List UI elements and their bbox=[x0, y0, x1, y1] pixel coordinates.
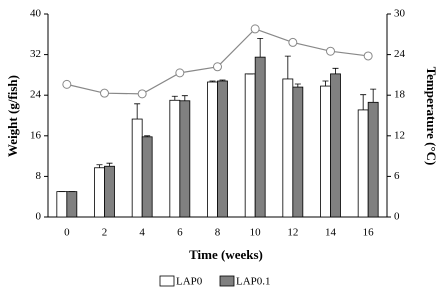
error-bar bbox=[209, 80, 216, 83]
bar bbox=[56, 191, 68, 218]
line-marker bbox=[137, 89, 147, 99]
x-axis-label: Time (weeks) bbox=[189, 247, 263, 262]
bar bbox=[179, 100, 191, 218]
y-tick-label: 0 bbox=[36, 211, 42, 223]
y2-tick-label: 12 bbox=[394, 129, 405, 141]
y-tick-label: 24 bbox=[30, 89, 42, 101]
bar bbox=[357, 109, 369, 218]
y-tick-label: 8 bbox=[36, 170, 42, 182]
y-tick-label: 40 bbox=[30, 8, 42, 20]
x-tick-label: 4 bbox=[139, 227, 145, 239]
x-tick-label: 16 bbox=[363, 227, 375, 239]
line-marker bbox=[100, 88, 109, 98]
bar bbox=[169, 99, 181, 218]
x-tick-label: 0 bbox=[64, 227, 70, 239]
error-bar bbox=[370, 88, 377, 103]
bar bbox=[66, 191, 78, 218]
legend-label: LAP0 bbox=[176, 276, 203, 288]
error-bar bbox=[144, 135, 151, 137]
line-marker bbox=[62, 79, 72, 89]
y2-axis-label: Temperature (°C) bbox=[424, 67, 439, 166]
error-bar bbox=[284, 55, 291, 79]
error-bar bbox=[257, 37, 264, 58]
bar bbox=[330, 73, 341, 218]
x-tick-label: 10 bbox=[250, 227, 262, 239]
bar bbox=[320, 85, 331, 218]
error-bar bbox=[134, 103, 141, 120]
bar bbox=[292, 86, 304, 218]
line-marker bbox=[363, 51, 373, 61]
legend-swatch bbox=[219, 275, 235, 287]
y2-tick-label: 6 bbox=[394, 170, 400, 182]
error-bar bbox=[322, 80, 329, 87]
bar bbox=[244, 73, 256, 218]
bar bbox=[217, 80, 228, 218]
legend-swatch bbox=[159, 275, 175, 287]
y2-tick-label: 0 bbox=[394, 211, 400, 223]
error-bar bbox=[360, 94, 367, 110]
y-axis-label: Weight (g/fish) bbox=[5, 75, 20, 157]
y2-tick-label: 30 bbox=[394, 8, 406, 20]
line-marker bbox=[250, 24, 260, 34]
legend-label: LAP0.1 bbox=[236, 276, 271, 288]
y-tick-label: 32 bbox=[30, 48, 41, 60]
bar bbox=[131, 118, 143, 218]
error-bar bbox=[219, 79, 226, 81]
line-marker bbox=[213, 62, 222, 72]
x-tick-label: 8 bbox=[215, 227, 221, 239]
error-bar bbox=[96, 164, 103, 168]
error-bar bbox=[181, 95, 188, 101]
error-bar bbox=[106, 162, 113, 167]
bar bbox=[367, 101, 379, 218]
y-tick-label: 16 bbox=[30, 129, 42, 141]
line-marker bbox=[175, 68, 185, 78]
bar bbox=[104, 165, 115, 218]
y2-tick-label: 24 bbox=[394, 48, 406, 60]
bar bbox=[282, 78, 294, 218]
bar bbox=[207, 81, 218, 218]
error-bar bbox=[332, 67, 339, 74]
line-marker bbox=[326, 46, 335, 56]
x-tick-label: 2 bbox=[102, 227, 108, 239]
bar bbox=[254, 56, 266, 218]
error-bar bbox=[171, 95, 178, 101]
x-tick-label: 6 bbox=[177, 227, 183, 239]
bar bbox=[141, 136, 153, 218]
x-tick-label: 12 bbox=[287, 227, 298, 239]
y2-tick-label: 18 bbox=[394, 89, 406, 101]
bar bbox=[94, 167, 105, 218]
line-marker bbox=[288, 37, 298, 47]
error-bar bbox=[294, 83, 301, 88]
x-tick-label: 14 bbox=[325, 227, 337, 239]
